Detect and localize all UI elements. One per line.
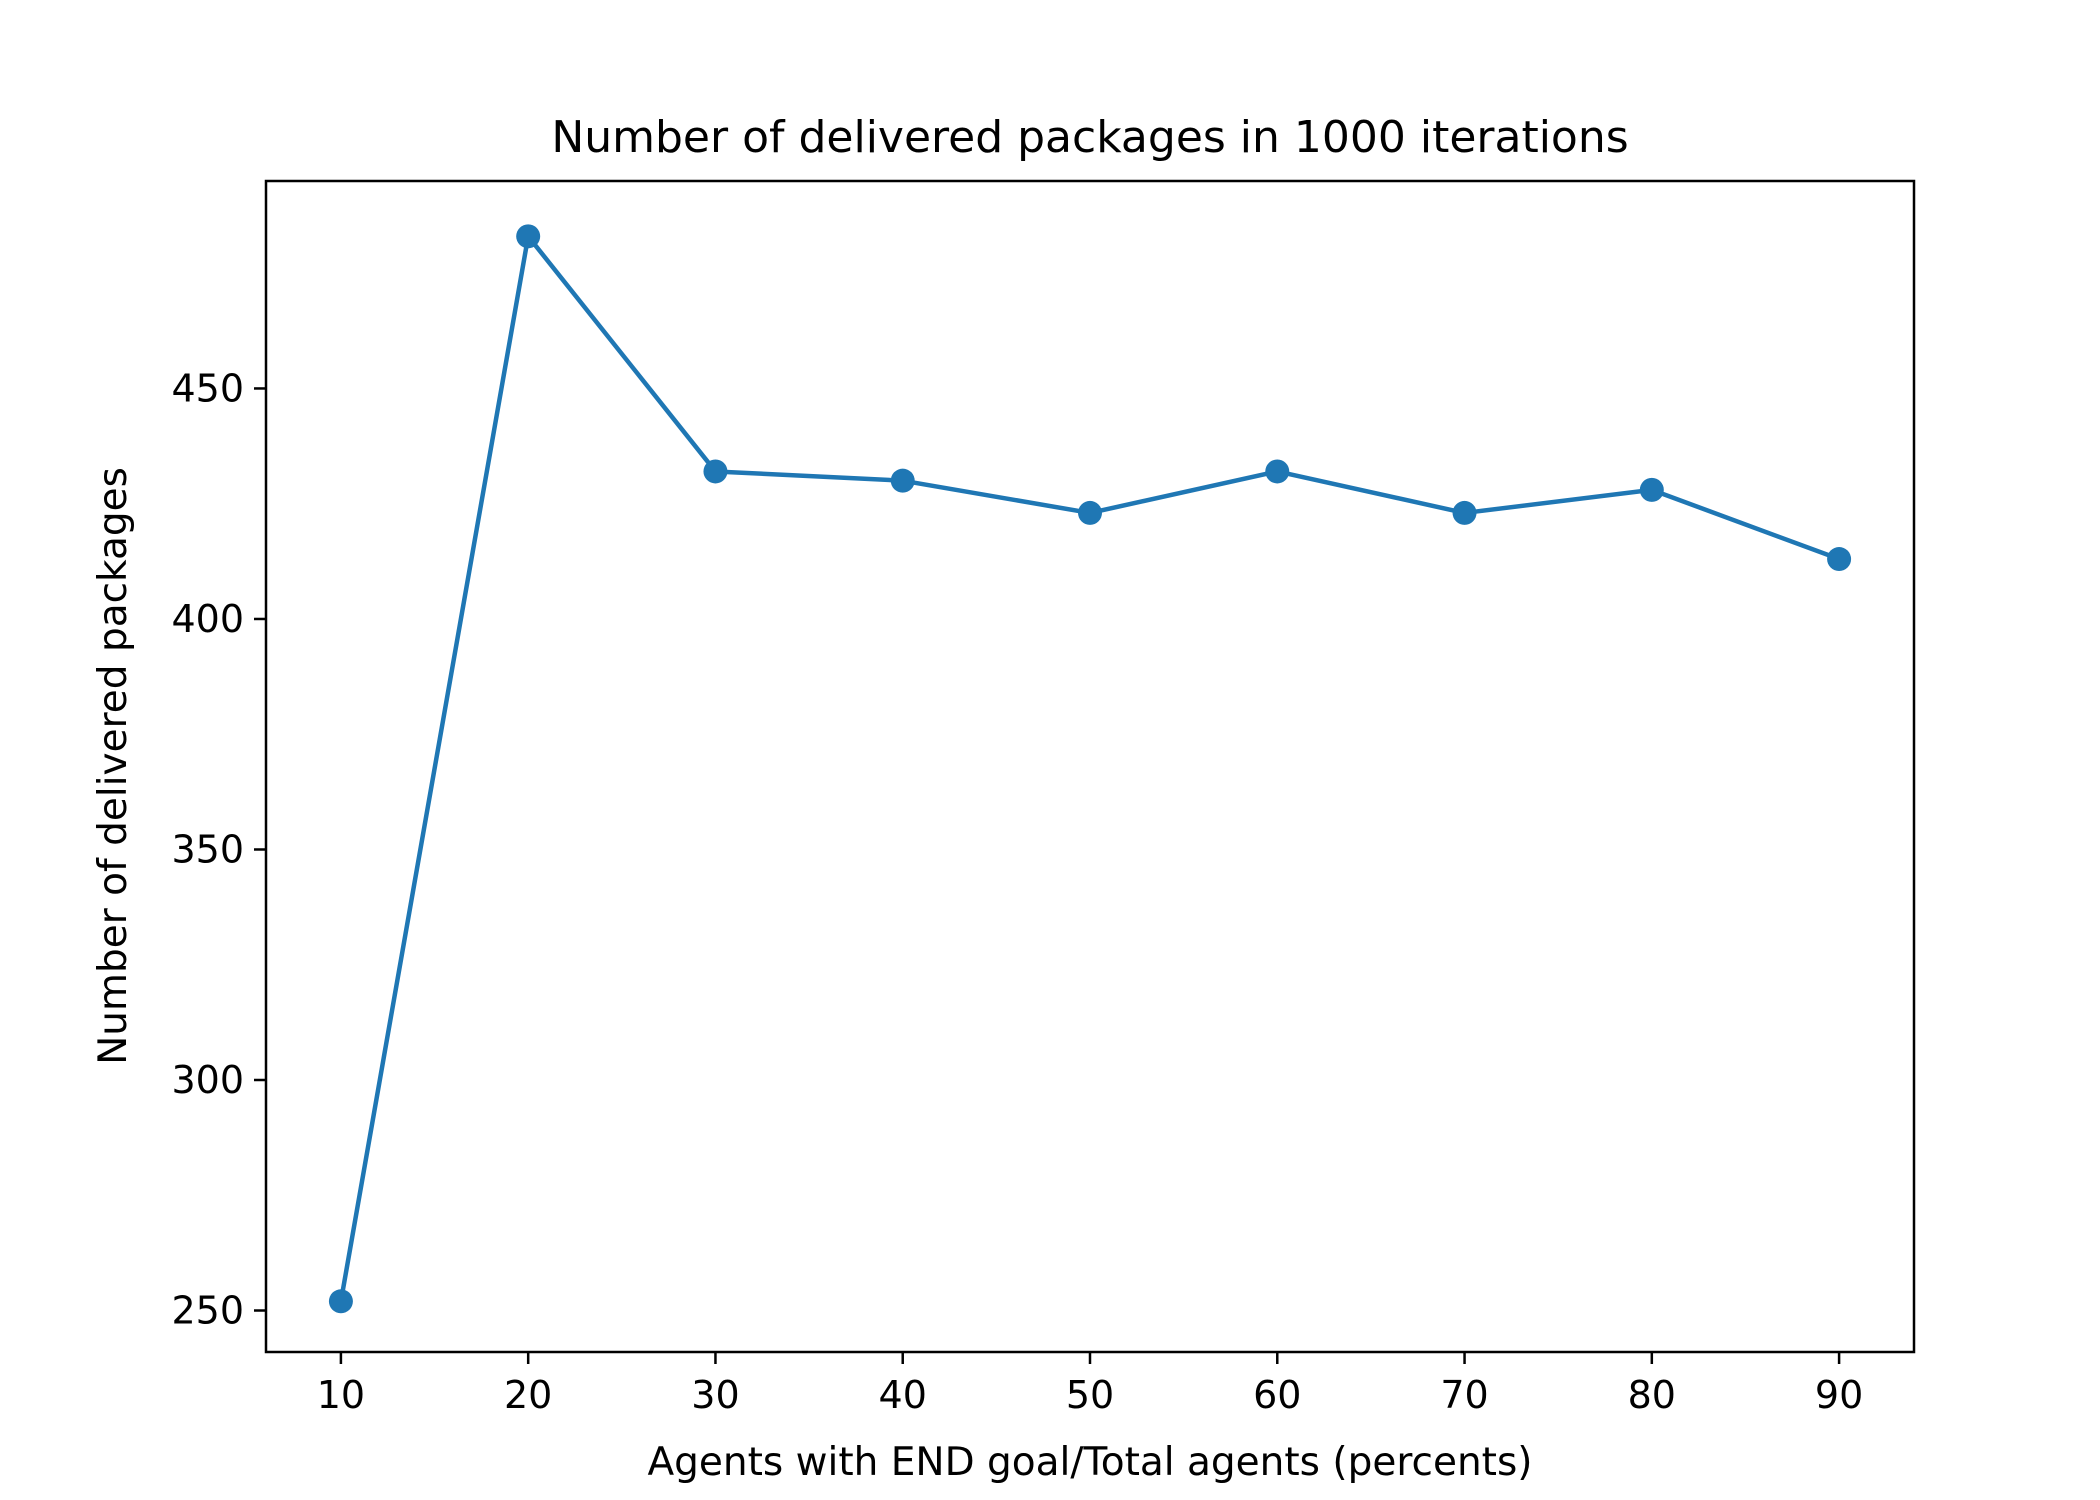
x-tick-label: 30 (691, 1373, 739, 1417)
data-point (516, 224, 541, 249)
data-point (1639, 477, 1664, 502)
x-tick-label: 20 (504, 1373, 552, 1417)
chart-title: Number of delivered packages in 1000 ite… (551, 112, 1628, 163)
x-tick-label: 40 (879, 1373, 927, 1417)
data-point (703, 459, 728, 484)
data-point (1265, 459, 1290, 484)
y-axis-label: Number of delivered packages (91, 467, 136, 1065)
x-axis: 10 20 30 40 50 60 70 80 90 (317, 1352, 1863, 1417)
y-axis: 250 300 350 400 450 (171, 366, 266, 1333)
y-tick-label: 400 (171, 597, 244, 641)
data-point (1827, 547, 1852, 572)
x-tick-label: 60 (1253, 1373, 1301, 1417)
x-tick-label: 90 (1815, 1373, 1863, 1417)
x-tick-label: 10 (317, 1373, 365, 1417)
x-tick-label: 70 (1440, 1373, 1488, 1417)
data-point (890, 468, 915, 493)
x-tick-label: 80 (1628, 1373, 1676, 1417)
plot-area (328, 224, 1852, 1314)
x-tick-label: 50 (1066, 1373, 1114, 1417)
data-point (1078, 500, 1102, 525)
y-tick-label: 350 (171, 827, 244, 871)
data-point (1452, 500, 1477, 525)
y-tick-label: 300 (171, 1058, 244, 1102)
x-axis-label: Agents with END goal/Total agents (perce… (647, 1440, 1532, 1485)
y-tick-label: 450 (171, 366, 244, 410)
y-tick-label: 250 (171, 1289, 244, 1333)
data-point (328, 1289, 353, 1314)
